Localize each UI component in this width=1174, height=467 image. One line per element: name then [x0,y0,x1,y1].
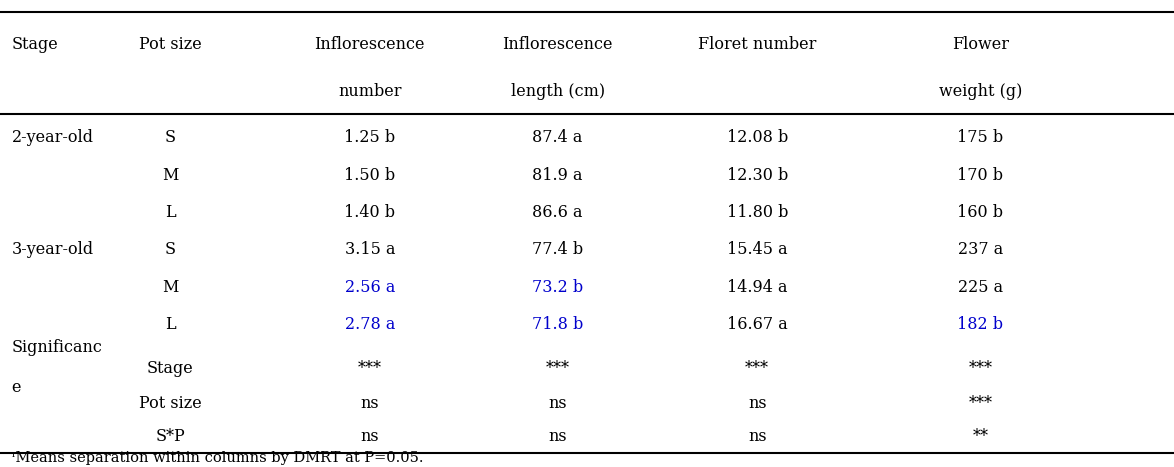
Text: S: S [164,129,176,146]
Text: 73.2 b: 73.2 b [532,279,583,296]
Text: Pot size: Pot size [139,36,202,53]
Text: ns: ns [748,428,767,445]
Text: 2.56 a: 2.56 a [345,279,394,296]
Text: ns: ns [548,396,567,412]
Text: Inflorescence: Inflorescence [502,36,613,53]
Text: ns: ns [748,396,767,412]
Text: ***: *** [546,361,569,377]
Text: Inflorescence: Inflorescence [315,36,425,53]
Text: 81.9 a: 81.9 a [532,167,583,184]
Text: length (cm): length (cm) [511,83,605,99]
Text: ***: *** [745,361,769,377]
Text: S*P: S*P [155,428,185,445]
Text: ns: ns [548,428,567,445]
Text: L: L [164,204,176,221]
Text: 16.67 a: 16.67 a [727,316,788,333]
Text: number: number [338,83,402,99]
Text: ***: *** [969,361,992,377]
Text: Flower: Flower [952,36,1008,53]
Text: 175 b: 175 b [957,129,1004,146]
Text: 2.78 a: 2.78 a [345,316,394,333]
Text: ***: *** [358,361,382,377]
Text: 1.50 b: 1.50 b [344,167,396,184]
Text: 71.8 b: 71.8 b [532,316,583,333]
Text: Significanc: Significanc [12,340,102,356]
Text: e: e [12,379,21,396]
Text: 237 a: 237 a [958,241,1003,258]
Text: ns: ns [360,428,379,445]
Text: Stage: Stage [147,361,194,377]
Text: 87.4 a: 87.4 a [533,129,582,146]
Text: 77.4 b: 77.4 b [532,241,583,258]
Text: Pot size: Pot size [139,396,202,412]
Text: 2-year-old: 2-year-old [12,129,94,146]
Text: ᶦMeans separation within columns by DMRT at P=0.05.: ᶦMeans separation within columns by DMRT… [12,451,424,465]
Text: 225 a: 225 a [958,279,1003,296]
Text: L: L [164,316,176,333]
Text: M: M [162,167,178,184]
Text: Stage: Stage [12,36,59,53]
Text: 86.6 a: 86.6 a [532,204,583,221]
Text: weight (g): weight (g) [938,83,1023,99]
Text: M: M [162,279,178,296]
Text: 170 b: 170 b [957,167,1004,184]
Text: 15.45 a: 15.45 a [727,241,788,258]
Text: 3-year-old: 3-year-old [12,241,94,258]
Text: 12.30 b: 12.30 b [727,167,788,184]
Text: 3.15 a: 3.15 a [344,241,396,258]
Text: S: S [164,241,176,258]
Text: 11.80 b: 11.80 b [727,204,788,221]
Text: ***: *** [969,396,992,412]
Text: ns: ns [360,396,379,412]
Text: 1.40 b: 1.40 b [344,204,396,221]
Text: Floret number: Floret number [699,36,816,53]
Text: 12.08 b: 12.08 b [727,129,788,146]
Text: 182 b: 182 b [957,316,1004,333]
Text: 14.94 a: 14.94 a [727,279,788,296]
Text: 160 b: 160 b [957,204,1004,221]
Text: **: ** [972,428,989,445]
Text: 1.25 b: 1.25 b [344,129,396,146]
